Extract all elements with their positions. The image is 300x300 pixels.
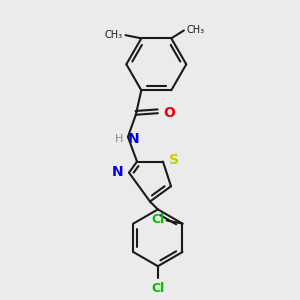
Text: H: H	[115, 134, 124, 144]
Text: O: O	[163, 106, 175, 120]
Text: CH₃: CH₃	[186, 26, 205, 35]
Text: Cl: Cl	[151, 282, 164, 295]
Text: S: S	[169, 153, 179, 167]
Text: Cl: Cl	[151, 213, 164, 226]
Text: N: N	[112, 165, 123, 179]
Text: CH₃: CH₃	[105, 30, 123, 40]
Text: N: N	[127, 132, 139, 146]
